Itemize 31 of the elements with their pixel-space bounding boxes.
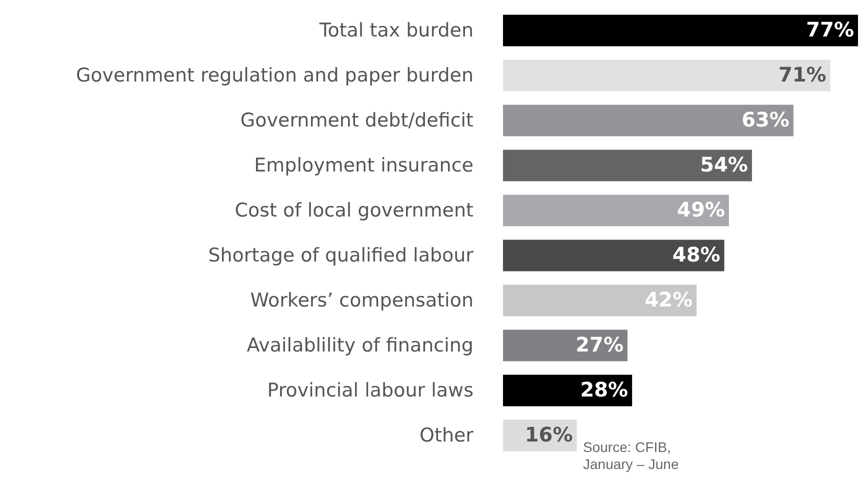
y-tick-label: Government debt/deficit <box>240 110 474 132</box>
y-tick-label: Other <box>420 424 474 446</box>
bar <box>503 104 794 136</box>
data-label: 16% <box>524 422 573 446</box>
bar <box>503 150 752 182</box>
y-tick-label: Cost of local government <box>234 200 474 222</box>
y-tick-label: Availablility of financing <box>246 334 474 356</box>
bar <box>503 330 628 362</box>
bar <box>503 240 724 272</box>
data-label: 48% <box>672 242 720 266</box>
y-tick-label: Total tax burden <box>318 20 474 42</box>
data-label: 63% <box>742 108 790 132</box>
annotation: January – June <box>583 456 679 472</box>
data-label: 71% <box>778 62 826 86</box>
y-tick-label: Employment insurance <box>254 154 474 176</box>
bar <box>503 14 858 46</box>
data-label: 49% <box>677 198 725 222</box>
y-tick-label: Provincial labour laws <box>267 380 474 402</box>
bar <box>503 284 697 316</box>
y-tick-label: Government regulation and paper burden <box>76 64 474 86</box>
annotation: Source: CFIB, <box>583 439 671 455</box>
data-label: 27% <box>576 332 624 356</box>
data-label: 28% <box>580 378 628 402</box>
y-tick-label: Workers’ compensation <box>250 290 474 312</box>
data-label: 77% <box>806 18 854 42</box>
data-label: 54% <box>700 152 748 176</box>
bar <box>503 60 830 92</box>
y-tick-label: Shortage of qualified labour <box>208 244 474 266</box>
data-label: 42% <box>644 288 693 312</box>
bar <box>503 194 729 226</box>
bar <box>503 374 632 406</box>
